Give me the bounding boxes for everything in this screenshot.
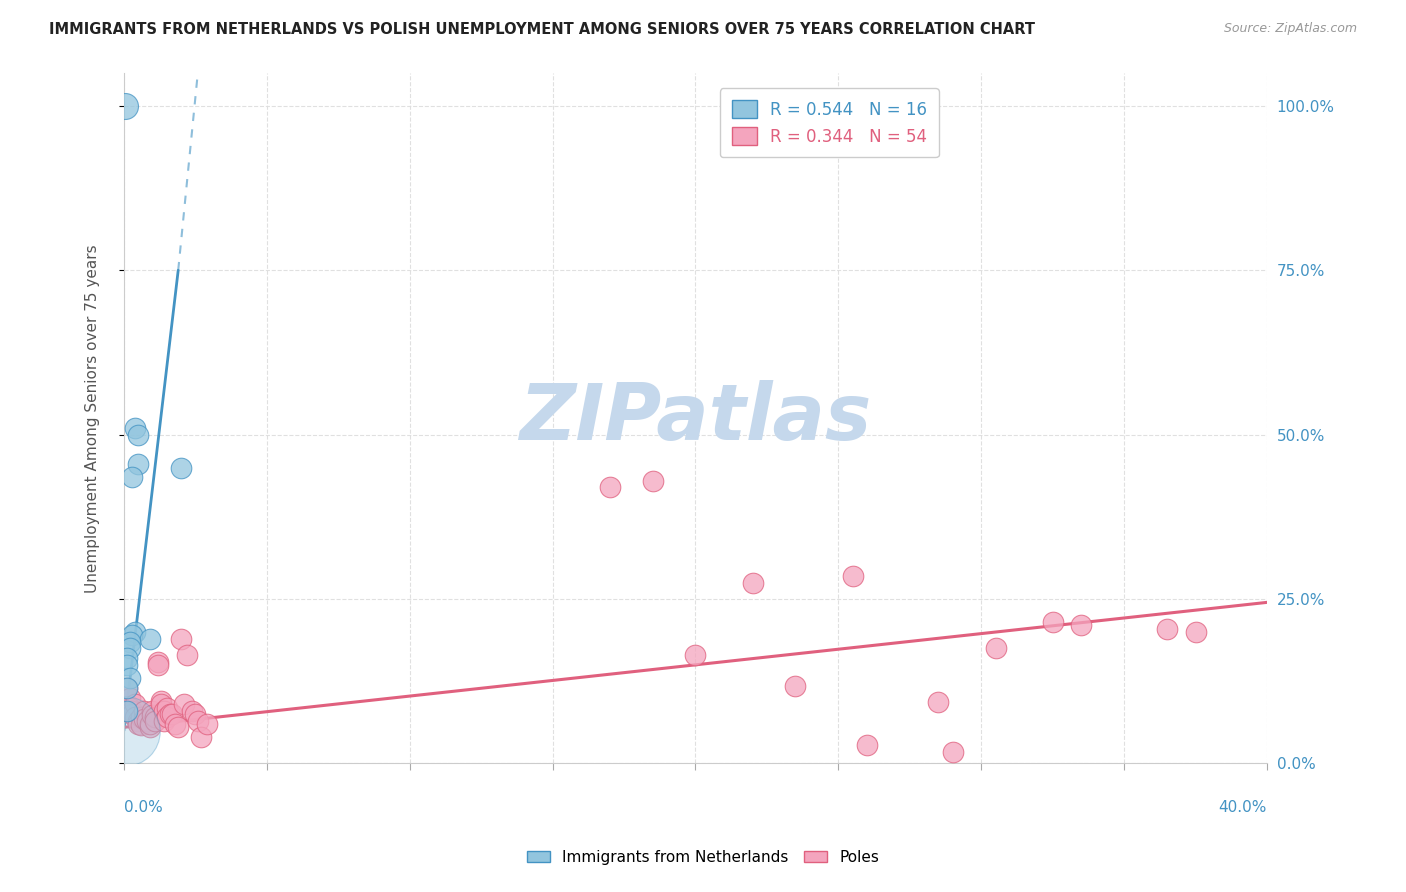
Point: [150, 698, 173, 712]
Point: [121, 470, 143, 484]
Point: [785, 679, 807, 693]
Point: [114, 99, 136, 113]
Text: IMMIGRANTS FROM NETHERLANDS VS POLISH UNEMPLOYMENT AMONG SENIORS OVER 75 YEARS C: IMMIGRANTS FROM NETHERLANDS VS POLISH UN…: [49, 22, 1035, 37]
Point: [129, 718, 152, 732]
Point: [127, 427, 149, 442]
Point: [685, 648, 707, 662]
Text: Source: ZipAtlas.com: Source: ZipAtlas.com: [1223, 22, 1357, 36]
Point: [124, 710, 146, 724]
Point: [132, 712, 155, 726]
Point: [115, 681, 138, 695]
Point: [156, 710, 179, 724]
Point: [138, 632, 160, 646]
Point: [181, 704, 204, 718]
Point: [143, 710, 166, 724]
Point: [153, 714, 176, 728]
Point: [115, 704, 138, 718]
Point: [141, 704, 163, 718]
Point: [124, 624, 146, 639]
Point: [195, 717, 218, 731]
Point: [124, 421, 146, 435]
Point: [1070, 618, 1092, 632]
Point: [118, 671, 141, 685]
Point: [141, 708, 163, 723]
Text: ZIPatlas: ZIPatlas: [519, 380, 872, 456]
Point: [138, 717, 160, 731]
Point: [1042, 615, 1064, 629]
Point: [127, 457, 149, 471]
Point: [150, 694, 173, 708]
Point: [841, 569, 863, 583]
Point: [153, 704, 176, 718]
Point: [132, 704, 155, 718]
Point: [129, 710, 152, 724]
Legend: Immigrants from Netherlands, Poles: Immigrants from Netherlands, Poles: [522, 844, 884, 871]
Point: [167, 720, 190, 734]
Point: [115, 651, 138, 665]
Point: [162, 707, 184, 722]
Point: [187, 714, 209, 728]
Point: [856, 738, 879, 752]
Point: [115, 681, 138, 695]
Point: [138, 720, 160, 734]
Point: [599, 480, 621, 494]
Point: [190, 730, 212, 744]
Point: [156, 700, 179, 714]
Point: [176, 648, 198, 662]
Point: [1184, 624, 1206, 639]
Point: [173, 698, 195, 712]
Point: [118, 641, 141, 656]
Point: [170, 460, 193, 475]
Point: [127, 717, 149, 731]
Point: [118, 690, 141, 705]
Point: [121, 704, 143, 718]
Point: [148, 657, 170, 672]
Point: [641, 474, 664, 488]
Point: [1156, 622, 1178, 636]
Point: [121, 707, 143, 722]
Point: [159, 707, 181, 722]
Point: [170, 632, 193, 646]
Point: [135, 714, 157, 728]
Text: 0.0%: 0.0%: [124, 800, 163, 814]
Point: [741, 575, 763, 590]
Point: [127, 714, 149, 728]
Point: [984, 641, 1007, 656]
Point: [942, 745, 965, 759]
Point: [115, 657, 138, 672]
Point: [118, 700, 141, 714]
Legend: R = 0.544   N = 16, R = 0.344   N = 54: R = 0.544 N = 16, R = 0.344 N = 54: [720, 88, 939, 157]
Point: [114, 723, 136, 738]
Point: [143, 714, 166, 728]
Point: [184, 707, 207, 722]
Text: 40.0%: 40.0%: [1219, 800, 1267, 814]
Point: [121, 628, 143, 642]
Point: [165, 717, 187, 731]
Point: [118, 635, 141, 649]
Point: [927, 695, 949, 709]
Y-axis label: Unemployment Among Seniors over 75 years: Unemployment Among Seniors over 75 years: [86, 244, 100, 592]
Point: [148, 655, 170, 669]
Point: [124, 698, 146, 712]
